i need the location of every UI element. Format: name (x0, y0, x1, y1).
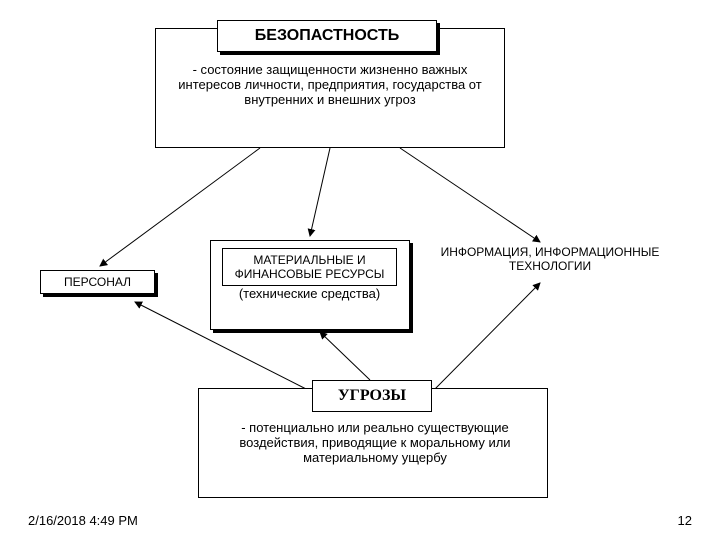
node-resources-sublabel: (технические средства) (222, 286, 397, 301)
top-title: БЕЗОПАСТНОСТЬ (217, 20, 437, 52)
footer-page-number: 12 (678, 513, 692, 528)
diagram-stage: БЕЗОПАСТНОСТЬ - состояние защищенности ж… (0, 0, 720, 540)
bottom-title: УГРОЗЫ (312, 380, 432, 412)
node-resources-label: МАТЕРИАЛЬНЫЕ И ФИНАНСОВЫЕ РЕСУРСЫ (222, 248, 397, 286)
node-personnel: ПЕРСОНАЛ (40, 270, 155, 294)
node-information: ИНФОРМАЦИЯ, ИНФОРМАЦИОННЫЕ ТЕХНОЛОГИИ (430, 245, 670, 273)
footer-timestamp: 2/16/2018 4:49 PM (28, 513, 138, 528)
top-definition: - состояние защищенности жизненно важных… (170, 62, 490, 107)
bottom-definition: - потенциально или реально существующие … (215, 420, 535, 465)
